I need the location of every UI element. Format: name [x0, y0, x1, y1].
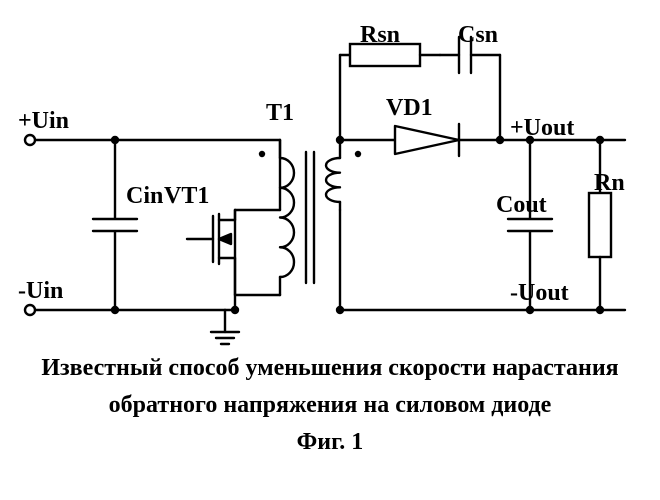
label-rsn: Rsn [360, 22, 400, 49]
label-rn: Rn [594, 170, 625, 197]
label-uin-pos: +Uin [18, 108, 69, 135]
label-uout-neg: -Uout [510, 280, 569, 307]
caption: Известный способ уменьшения скорости нар… [10, 350, 650, 462]
label-csn: Csn [458, 22, 498, 49]
circuit-diagram: +Uin -Uin +Uout -Uout Cin VT1 T1 VD1 Rsn… [0, 0, 660, 500]
caption-line1: Известный способ уменьшения скорости нар… [10, 350, 650, 387]
label-vt1: VT1 [164, 183, 209, 210]
label-t1: T1 [266, 100, 294, 127]
label-cin: Cin [126, 183, 163, 210]
caption-fig: Фиг. 1 [10, 424, 650, 461]
caption-line2: обратного напряжения на силовом диоде [10, 387, 650, 424]
label-uin-neg: -Uin [18, 278, 63, 305]
label-uout-pos: +Uout [510, 115, 574, 142]
label-vd1: VD1 [386, 95, 433, 122]
label-cout: Cout [496, 192, 547, 219]
